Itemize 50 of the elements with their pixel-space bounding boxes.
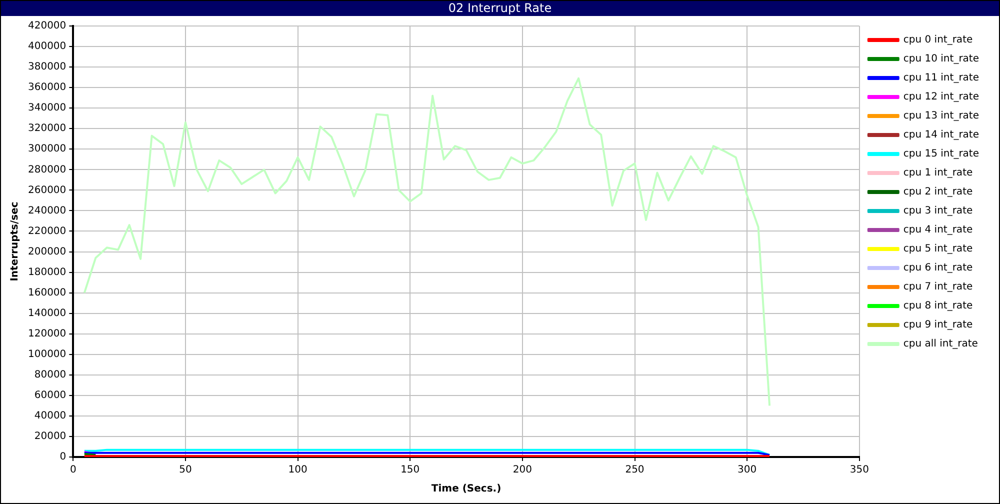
y-tick-label: 80000 xyxy=(34,370,66,380)
legend-label: cpu 1 int_rate xyxy=(903,168,973,179)
y-tick-label: 340000 xyxy=(28,102,66,114)
y-tick-label: 140000 xyxy=(28,308,66,319)
legend-label: cpu 9 int_rate xyxy=(903,320,973,331)
y-tick-label: 120000 xyxy=(28,328,66,340)
legend-label: cpu 12 int_rate xyxy=(903,92,980,103)
y-tick-label: 420000 xyxy=(28,20,66,32)
y-tick-label: 240000 xyxy=(28,205,66,216)
x-axis-title: Time (Secs.) xyxy=(431,484,502,495)
y-axis-title: Interrupts/sec xyxy=(10,202,21,282)
y-tick-label: 260000 xyxy=(28,184,66,196)
legend-label: cpu 0 int_rate xyxy=(903,34,973,46)
legend-label: cpu 11 int_rate xyxy=(903,72,980,84)
legend-label: cpu 6 int_rate xyxy=(903,262,973,274)
legend-label: cpu 7 int_rate xyxy=(903,282,973,293)
y-tick-label: 220000 xyxy=(28,226,66,237)
y-tick-label: 0 xyxy=(60,452,66,463)
y-tick-label: 20000 xyxy=(34,431,66,442)
chart-title: 02 Interrupt Rate xyxy=(1,1,999,16)
y-tick-label: 400000 xyxy=(28,41,66,52)
y-tick-label: 200000 xyxy=(28,246,66,258)
x-tick-label: 300 xyxy=(738,464,757,476)
x-tick-label: 0 xyxy=(70,464,76,476)
legend-label: cpu 8 int_rate xyxy=(903,300,973,312)
legend-label: cpu 2 int_rate xyxy=(903,186,973,198)
y-tick-label: 280000 xyxy=(28,164,66,176)
x-tick-label: 150 xyxy=(400,464,420,476)
legend-label: cpu 3 int_rate xyxy=(903,206,973,217)
y-tick-label: 360000 xyxy=(28,82,66,94)
y-tick-label: 160000 xyxy=(28,287,66,298)
x-tick-label: 50 xyxy=(179,464,192,476)
y-tick-label: 60000 xyxy=(34,390,66,402)
y-tick-label: 180000 xyxy=(28,266,66,278)
x-tick-label: 100 xyxy=(288,464,308,476)
y-tick-label: 320000 xyxy=(28,123,66,134)
legend-label: cpu 5 int_rate xyxy=(903,244,973,255)
y-tick-label: 300000 xyxy=(28,144,66,155)
y-tick-label: 40000 xyxy=(34,410,66,422)
legend-label: cpu 10 int_rate xyxy=(903,54,980,65)
legend-label: cpu 14 int_rate xyxy=(903,130,980,141)
y-tick-label: 380000 xyxy=(28,62,66,73)
y-tick-label: 100000 xyxy=(28,348,66,360)
x-tick-label: 250 xyxy=(625,464,644,476)
x-tick-label: 200 xyxy=(512,464,532,476)
x-tick-label: 350 xyxy=(850,464,869,476)
legend-label: cpu 4 int_rate xyxy=(903,224,973,236)
legend-label: cpu 13 int_rate xyxy=(903,110,980,122)
legend-label: cpu all int_rate xyxy=(903,338,978,350)
legend-label: cpu 15 int_rate xyxy=(903,148,980,160)
